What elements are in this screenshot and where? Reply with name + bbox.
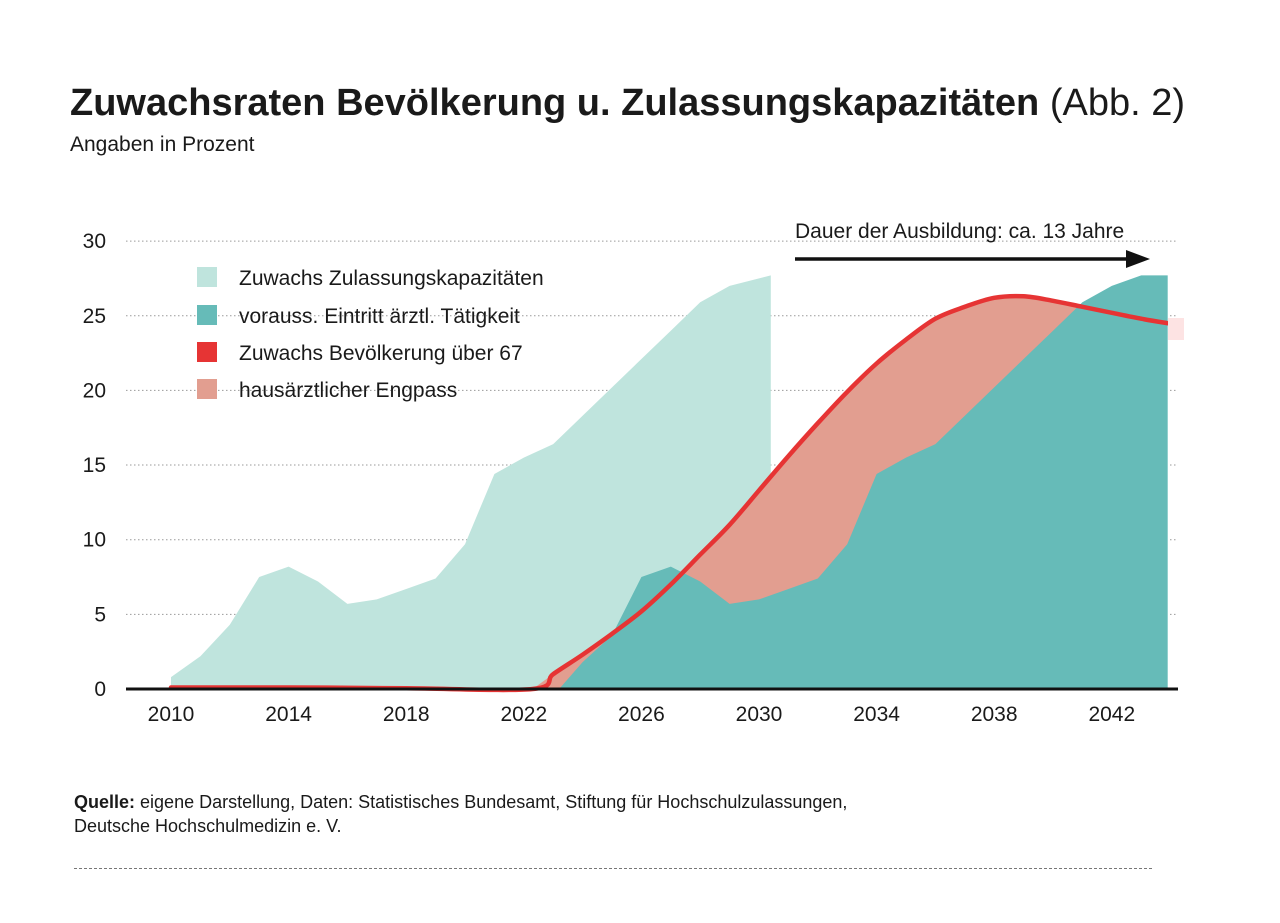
x-tick-label: 2042 (1088, 703, 1135, 726)
engpass-edge-marker (1168, 318, 1184, 340)
legend-label-eintritt: vorauss. Eintritt ärztl. Tätigkeit (239, 305, 520, 328)
bottom-divider (74, 868, 1152, 869)
y-tick-label: 30 (83, 230, 106, 253)
y-tick-label: 25 (83, 305, 106, 328)
chart-subtitle: Angaben in Prozent (70, 133, 255, 156)
legend-swatch-zulassung (197, 267, 217, 287)
x-tick-label: 2034 (853, 703, 900, 726)
legend: Zuwachs Zulassungskapazitäten vorauss. E… (197, 267, 544, 402)
annotation-text: Dauer der Ausbildung: ca. 13 Jahre (795, 220, 1124, 243)
x-tick-label: 2022 (500, 703, 547, 726)
legend-swatch-bevoelkerung (197, 342, 217, 362)
legend-label-zulassung: Zuwachs Zulassungskapazitäten (239, 267, 544, 290)
chart-title-suffix: (Abb. 2) (1049, 82, 1185, 124)
source-line-2: Deutsche Hochschulmedizin e. V. (74, 816, 342, 836)
source-text-1: eigene Darstellung, Daten: Statistisches… (140, 792, 848, 812)
legend-label-engpass: hausärztlicher Engpass (239, 379, 457, 402)
source-line-1: Quelle: eigene Darstellung, Daten: Stati… (74, 790, 1034, 814)
legend-swatch-engpass (197, 379, 217, 399)
annotation-arrow-head (1126, 250, 1150, 268)
legend-label-bevoelkerung: Zuwachs Bevölkerung über 67 (239, 342, 523, 365)
source-note: Quelle: eigene Darstellung, Daten: Stati… (74, 790, 1034, 838)
x-tick-label: 2010 (148, 703, 195, 726)
y-tick-label: 5 (94, 603, 106, 626)
chart-title-main: Zuwachsraten Bevölkerung u. Zulassungska… (70, 82, 1040, 124)
line-zuwachs-bevoelkerung-ueber-67 (168, 293, 1170, 693)
chart-title: Zuwachsraten Bevölkerung u. Zulassungska… (70, 80, 1185, 126)
x-tick-label: 2038 (971, 703, 1018, 726)
x-tick-label: 2030 (736, 703, 783, 726)
y-tick-label: 0 (94, 678, 106, 701)
x-tick-label: 2026 (618, 703, 665, 726)
y-axis-tick-labels: 0 5 10 15 20 25 30 (83, 230, 106, 701)
legend-swatch-eintritt (197, 305, 217, 325)
training-duration-annotation: Dauer der Ausbildung: ca. 13 Jahre (795, 220, 1150, 268)
y-tick-label: 15 (83, 454, 106, 477)
area-vorauss-eintritt (559, 275, 1168, 689)
source-label: Quelle: (74, 792, 136, 812)
area-zuwachs-zulassungskapazitaeten (171, 275, 771, 689)
x-tick-label: 2018 (383, 703, 430, 726)
x-tick-label: 2014 (265, 703, 312, 726)
y-tick-label: 20 (83, 379, 106, 402)
x-axis-tick-labels: 2010 2014 2018 2022 2026 2030 2034 2038 2042 (148, 703, 1136, 726)
y-tick-label: 10 (83, 529, 106, 552)
